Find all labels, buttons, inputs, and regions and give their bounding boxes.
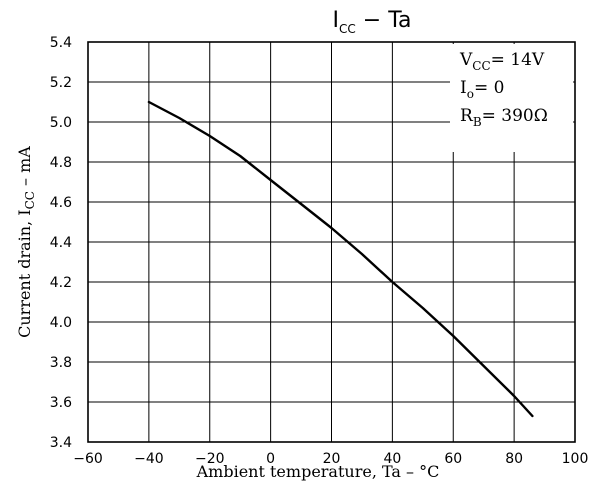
x-tick-label: −20 [195, 451, 225, 467]
x-tick-label: 100 [562, 451, 589, 467]
y-tick-label: 5.2 [50, 75, 72, 91]
y-tick-label: 3.6 [50, 395, 72, 411]
x-tick-label: −60 [73, 451, 103, 467]
y-tick-label: 4.8 [50, 155, 72, 171]
plot-frame [87, 41, 576, 443]
y-axis-label: Current drain, ICC – mA [15, 146, 37, 338]
y-tick-label: 5.4 [50, 35, 72, 51]
data-point [270, 179, 272, 181]
data-point [483, 365, 485, 367]
data-point [300, 203, 302, 205]
y-tick-label: 4.0 [50, 315, 72, 331]
y-tick-label: 5.0 [50, 115, 72, 131]
y-tick-label: 4.2 [50, 275, 72, 291]
data-point [179, 117, 181, 119]
condition-text: Io= 0 [460, 78, 504, 101]
data-point [239, 155, 241, 157]
y-tick-label: 3.4 [50, 435, 72, 451]
y-axis-ticks: 3.4 3.6 3.8 4.0 4.2 4.4 4.6 4.8 5.0 5.2 5.4 [50, 35, 72, 451]
y-tick-label: 4.6 [50, 195, 72, 211]
y-tick-label: 3.8 [50, 355, 72, 371]
y-tick-label: 4.4 [50, 235, 72, 251]
data-point [532, 415, 534, 417]
data-point [361, 253, 363, 255]
x-tick-label: 80 [505, 451, 523, 467]
series-line [147, 100, 534, 418]
data-point [392, 281, 394, 283]
data-point [209, 135, 211, 137]
x-axis-label: Ambient temperature, Ta – °C [196, 462, 440, 481]
condition-text: RB= 390Ω [460, 106, 548, 129]
x-tick-label: 20 [323, 451, 341, 467]
x-tick-label: −40 [134, 451, 164, 467]
data-point [422, 307, 424, 309]
data-point [513, 395, 515, 397]
x-tick-label: 40 [383, 451, 401, 467]
x-tick-label: 0 [266, 451, 275, 467]
x-tick-label: 60 [444, 451, 462, 467]
conditions-box [450, 44, 573, 152]
conditions-legend: VCC= 14V Io= 0 RB= 390Ω [459, 50, 548, 129]
data-point [452, 335, 454, 337]
condition-text: VCC= 14V [459, 50, 545, 73]
x-axis-ticks: −60 −40 −20 0 20 40 60 80 100 [73, 451, 588, 467]
data-point [331, 227, 333, 229]
chart-title: ICC − Ta [333, 8, 412, 36]
data-point [148, 101, 150, 103]
